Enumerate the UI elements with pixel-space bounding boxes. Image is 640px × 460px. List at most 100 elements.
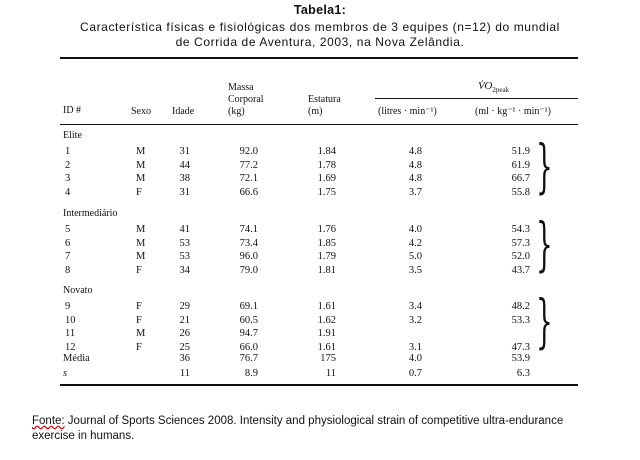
cell-sexo: F	[136, 314, 142, 326]
cell-id: 10	[65, 314, 76, 326]
summary-cell-vo2-rel: 6.3	[516, 368, 530, 379]
cell-estatura: 1.78	[317, 159, 336, 171]
summary-cell-id: s	[63, 368, 68, 379]
group-label: Elite	[63, 130, 82, 141]
cell-estatura: 1.75	[317, 186, 336, 198]
cell-id: 11	[65, 328, 76, 340]
cell-vo2-rel: 55.8	[511, 186, 530, 198]
cell-idade: 21	[179, 314, 191, 326]
summary-cell-vo2-rel: 53.9	[511, 353, 530, 364]
cell-estatura: 1.84	[317, 146, 336, 157]
cell-sexo: F	[136, 301, 142, 312]
cell-massa: 73.4	[239, 237, 258, 249]
cell-idade: 29	[179, 301, 191, 312]
cell-massa: 60.5	[239, 314, 258, 326]
header-massa-1: Massa	[228, 82, 254, 93]
cell-id: 1	[65, 146, 71, 157]
vo2-label: V̇O	[478, 80, 493, 92]
summary-cell-massa: 76.7	[239, 353, 258, 364]
table-top-rule	[60, 57, 578, 59]
cell-id: 7	[65, 251, 71, 263]
cell-vo2-abs: 3.5	[408, 264, 422, 276]
source-note: Fonte: Journal of Sports Sciences 2008. …	[32, 414, 592, 444]
cell-massa: 79.0	[239, 264, 258, 276]
cell-vo2-abs: 3.4	[408, 301, 422, 312]
header-massa-2: Corporal	[228, 94, 264, 105]
cell-idade: 53	[179, 237, 191, 249]
caption-line-1: Característica físicas e fisiológicas do…	[80, 20, 560, 34]
header-vo2-abs: (litres · min⁻¹)	[378, 106, 437, 117]
cell-vo2-rel: 66.7	[511, 173, 530, 185]
cell-idade: 53	[179, 251, 191, 263]
cell-massa: 96.0	[239, 251, 258, 263]
cell-sexo: M	[136, 237, 146, 249]
header-vo2peak: V̇O2peak	[478, 80, 509, 94]
summary-cell-idade: 36	[179, 353, 191, 364]
source-label: Fonte:	[32, 415, 65, 427]
group-label: Intermediário	[63, 208, 118, 219]
header-estatura-1: Estatura	[308, 94, 341, 105]
cell-vo2-rel: 51.9	[511, 146, 530, 157]
header-id: ID #	[63, 105, 82, 116]
cell-idade: 44	[179, 159, 191, 171]
cell-idade: 41	[179, 224, 191, 235]
table-bottom-rule	[60, 384, 578, 386]
header-idade: Idade	[172, 106, 195, 117]
source-text: Journal of Sports Sciences 2008. Intensi…	[32, 415, 564, 442]
cell-vo2-abs: 4.8	[408, 159, 422, 171]
cell-idade: 38	[179, 173, 191, 185]
header-vo2-rel: (ml · kg⁻¹ · min⁻¹)	[475, 106, 551, 117]
cell-massa: 72.1	[239, 173, 258, 185]
header-massa-3: (kg)	[228, 106, 245, 117]
cell-vo2-rel: 52.0	[511, 251, 530, 263]
cell-sexo: M	[136, 328, 146, 340]
cell-id: 4	[65, 186, 71, 198]
cell-sexo: M	[136, 173, 146, 185]
summary-cell-idade: 11	[179, 368, 190, 379]
cell-massa: 74.1	[239, 224, 258, 235]
cell-vo2-rel: 53.3	[511, 314, 530, 326]
cell-id: 6	[65, 237, 71, 249]
cell-estatura: 1.76	[317, 224, 336, 235]
cell-sexo: M	[136, 159, 146, 171]
cell-massa: 94.7	[239, 328, 258, 340]
cell-estatura: 1.61	[317, 301, 336, 312]
cell-vo2-abs: 3.2	[408, 314, 422, 326]
cell-vo2-abs: 3.1	[408, 341, 422, 353]
cell-sexo: M	[136, 251, 146, 263]
cell-vo2-rel: 54.3	[511, 224, 530, 235]
cell-id: 9	[65, 301, 71, 312]
group-brace: }	[536, 210, 553, 278]
table-header-rule	[60, 124, 578, 125]
cell-sexo: F	[136, 186, 142, 198]
cell-id: 8	[65, 264, 71, 276]
cell-estatura: 1.79	[317, 251, 336, 263]
cell-vo2-abs: 5.0	[408, 251, 422, 263]
cell-vo2-abs: 4.0	[408, 224, 422, 235]
cell-estatura: 1.81	[317, 264, 336, 276]
cell-massa: 66.0	[239, 341, 258, 353]
cell-massa: 69.1	[239, 301, 258, 312]
group-brace: }	[536, 287, 553, 355]
summary-cell-massa: 8.9	[244, 368, 258, 379]
cell-idade: 31	[179, 146, 191, 157]
vo2-subscript: 2peak	[492, 86, 510, 95]
cell-vo2-abs: 4.8	[408, 146, 422, 157]
cell-id: 5	[65, 224, 71, 235]
cell-vo2-rel: 57.3	[511, 237, 530, 249]
cell-vo2-rel: 61.9	[511, 159, 530, 171]
cell-estatura: 1.91	[317, 328, 336, 340]
header-estatura-2: (m)	[308, 106, 323, 117]
cell-vo2-abs: 4.8	[408, 173, 422, 185]
cell-idade: 34	[179, 264, 191, 276]
summary-cell-vo2-abs: 4.0	[408, 353, 422, 364]
group-brace: }	[536, 132, 553, 200]
cell-id: 12	[65, 341, 76, 353]
cell-sexo: F	[136, 341, 142, 353]
cell-massa: 77.2	[239, 159, 258, 171]
cell-vo2-abs: 3.7	[408, 186, 422, 198]
cell-vo2-rel: 43.7	[511, 264, 530, 276]
cell-estatura: 1.62	[317, 314, 336, 326]
cell-estatura: 1.69	[317, 173, 336, 185]
cell-idade: 25	[179, 341, 191, 353]
